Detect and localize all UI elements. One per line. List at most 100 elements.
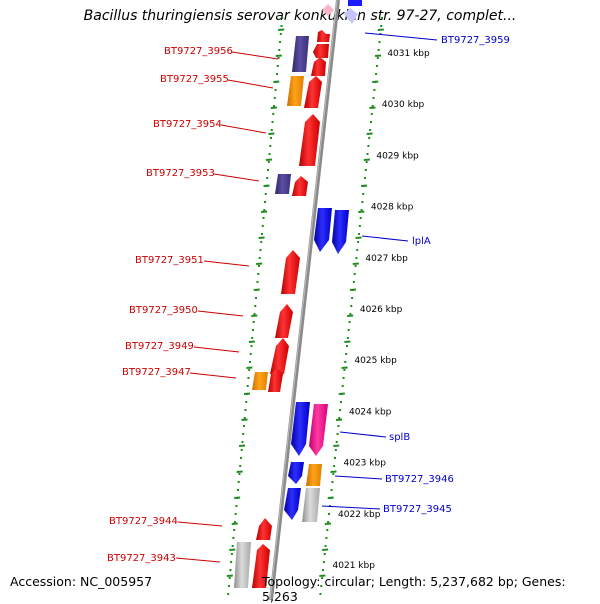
ruler-left-dot <box>240 449 243 451</box>
ruler-left-dot <box>254 297 257 299</box>
ruler-right-tick <box>377 28 384 31</box>
gene-label-bt9727-3955[interactable]: BT9727_3955 <box>160 74 229 85</box>
ruler-right-tick <box>330 470 337 473</box>
ruler-right-tick <box>349 288 357 291</box>
gene-purple <box>292 36 309 72</box>
ruler-right-dot <box>341 385 344 387</box>
connector-line <box>361 235 409 242</box>
ruler-right-dot <box>347 329 350 331</box>
ruler-left-dot <box>261 225 264 227</box>
ruler-right-dot <box>322 569 325 571</box>
gene-red <box>275 304 293 338</box>
ruler-right-dot <box>338 417 341 419</box>
ruler-left-dot <box>253 313 256 315</box>
ruler-left-dot <box>242 433 245 435</box>
ruler-left-dot <box>262 217 265 219</box>
ruler-left-dot <box>264 193 267 195</box>
connector-line <box>231 51 279 60</box>
ruler-right-dot <box>357 241 360 243</box>
ruler-right-dot <box>348 321 351 323</box>
gene-label-bt9727-3945[interactable]: BT9727_3945 <box>383 504 452 515</box>
ruler-right-dot <box>333 457 336 459</box>
ruler-left-tick <box>273 80 280 83</box>
ruler-right-dot <box>375 73 378 75</box>
ruler-left-dot <box>243 417 246 419</box>
ruler-right <box>319 17 384 595</box>
ruler-right-dot <box>349 313 352 315</box>
ruler-left-tick <box>263 184 270 187</box>
genes <box>234 30 349 588</box>
gene-label-bt9727-3951[interactable]: BT9727_3951 <box>135 255 204 266</box>
gene-label-splb[interactable]: splB <box>389 432 410 443</box>
backbone-line <box>269 0 340 600</box>
gene-label-bt9727-3953[interactable]: BT9727_3953 <box>146 168 215 179</box>
gene-label-bt9727-3949[interactable]: BT9727_3949 <box>125 341 194 352</box>
ruler-left-dot <box>269 145 272 147</box>
gene-label-lpla[interactable]: lplA <box>412 236 431 247</box>
gene-label-bt9727-3944[interactable]: BT9727_3944 <box>109 516 178 527</box>
gene-label-bt9727-3946[interactable]: BT9727_3946 <box>385 474 454 485</box>
ruler-right-dot <box>336 433 339 435</box>
ruler-right-dot <box>321 577 324 579</box>
ruler-left-dot <box>278 49 281 51</box>
ruler-right-dot <box>322 561 325 563</box>
ruler-left-dot <box>247 377 250 379</box>
ruler-left-dot <box>245 401 248 403</box>
ruler-left-tick <box>268 132 275 135</box>
ruler-right-dot <box>369 121 372 123</box>
ruler-left-tick <box>229 548 236 551</box>
ruler-kbp-label: 4023 kbp <box>344 459 387 469</box>
ruler-kbp-label: 4022 kbp <box>338 510 381 520</box>
ruler-right-dot <box>319 593 322 595</box>
ruler-left-dot <box>239 457 242 459</box>
ruler-left-dot <box>272 113 275 115</box>
ruler-left-tick <box>278 28 285 31</box>
ruler-left-dot <box>279 33 282 35</box>
ruler-left-dot <box>261 233 264 235</box>
ruler-right-dot <box>373 89 376 91</box>
ruler-left-dot <box>237 481 240 483</box>
ruler-left-dot <box>248 361 251 363</box>
gene-red <box>252 544 270 588</box>
ruler-right-dot <box>337 425 340 427</box>
gene-orange <box>252 372 268 390</box>
gene-blue <box>314 208 332 252</box>
connector-line <box>193 346 240 353</box>
ruler-left-tick <box>243 392 251 395</box>
gene-label-bt9727-3943[interactable]: BT9727_3943 <box>107 553 176 564</box>
ruler-left-dot <box>248 369 251 371</box>
ruler-left-tick <box>248 340 255 343</box>
ruler-left-tick <box>246 366 253 369</box>
backbone-highlight <box>269 0 338 600</box>
ruler-right-dot <box>352 281 355 283</box>
ruler-left-dot <box>235 505 238 507</box>
ruler-left-dot <box>230 553 233 555</box>
ruler-left-dot <box>259 249 262 251</box>
ruler-left-dot <box>229 569 232 571</box>
ruler-right-tick <box>319 574 326 577</box>
connector-line <box>321 505 381 510</box>
ruler-right-dot <box>363 177 366 179</box>
connector-line <box>213 173 260 182</box>
ruler-left-tick <box>241 418 248 421</box>
gene-label-bt9727-3954[interactable]: BT9727_3954 <box>153 119 222 130</box>
gene-label-bt9727-3950[interactable]: BT9727_3950 <box>129 305 198 316</box>
gene-blue <box>332 210 349 254</box>
connector-line <box>175 557 221 563</box>
ruler-left-dot <box>266 177 269 179</box>
gene-blue <box>284 488 301 520</box>
ruler-right-tick <box>366 132 373 135</box>
gene-label-bt9727-3956[interactable]: BT9727_3956 <box>164 46 233 57</box>
ruler-right-tick <box>374 54 382 57</box>
gene-label-bt9727-3959[interactable]: BT9727_3959 <box>441 35 510 46</box>
ruler-left-dot <box>273 97 276 99</box>
ruler-left-dot <box>276 73 279 75</box>
gene-blue <box>291 402 310 456</box>
ruler-kbp-label: 4026 kbp <box>360 305 403 315</box>
ruler-left-dot <box>233 521 236 523</box>
ruler-left-dot <box>231 545 234 547</box>
partial-gene-lavender <box>344 8 358 24</box>
ruler-left-dot <box>277 57 280 59</box>
gene-label-bt9727-3947[interactable]: BT9727_3947 <box>122 367 191 378</box>
ruler-right-dot <box>326 529 329 531</box>
